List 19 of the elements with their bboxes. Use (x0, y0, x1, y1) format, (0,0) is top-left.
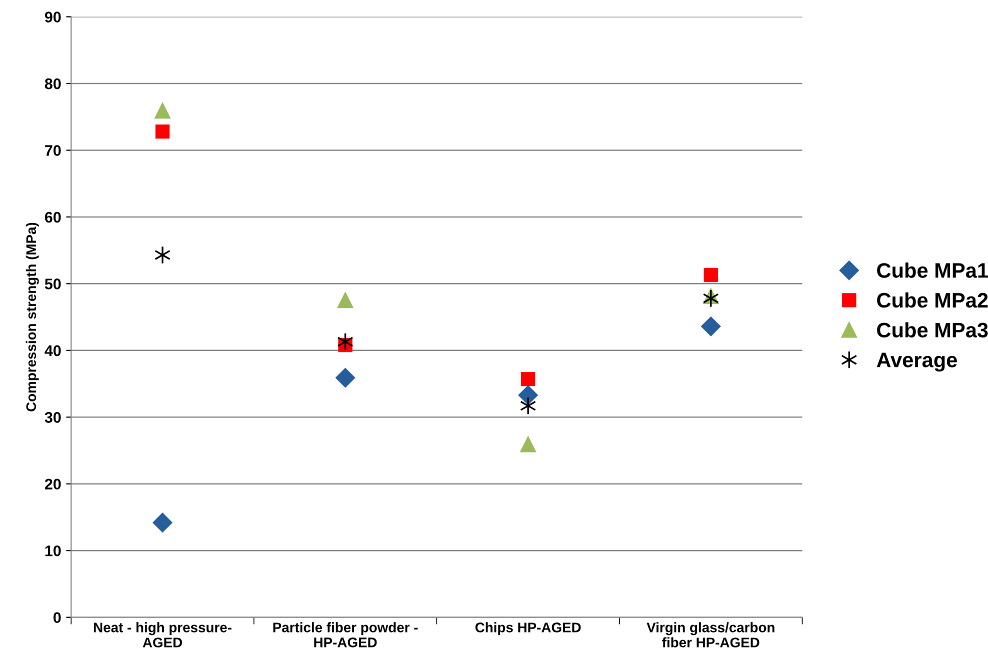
y-tick-label: 90 (44, 12, 61, 22)
legend-label: Cube MPa1 (877, 262, 988, 278)
y-tick-label: 0 (54, 612, 61, 624)
legend-label: Average (876, 352, 957, 372)
y-axis-title: Compression strength (MPa) (26, 222, 39, 412)
x-tick-label: Neat - high pressure- AGED (94, 622, 232, 648)
y-tick-label: 30 (44, 412, 61, 423)
x-tick-label: Chips HP-AGED (475, 622, 581, 636)
y-tick-label: 50 (44, 278, 61, 290)
x-tick-label: Virgin glass/carbon fiber HP-AGED (646, 622, 774, 648)
y-tick-label: 10 (45, 545, 61, 556)
y-tick-label: 20 (44, 478, 61, 490)
x-tick-label: Particle fiber powder - HP-AGED (273, 622, 418, 648)
legend-label: Cube MPa3 (877, 322, 988, 338)
y-tick-label: 70 (45, 145, 61, 156)
y-tick-label: 60 (44, 212, 61, 223)
y-tick-label: 40 (44, 345, 61, 356)
y-tick-label: 80 (44, 78, 61, 90)
legend-label: Cube MPa2 (877, 292, 988, 308)
